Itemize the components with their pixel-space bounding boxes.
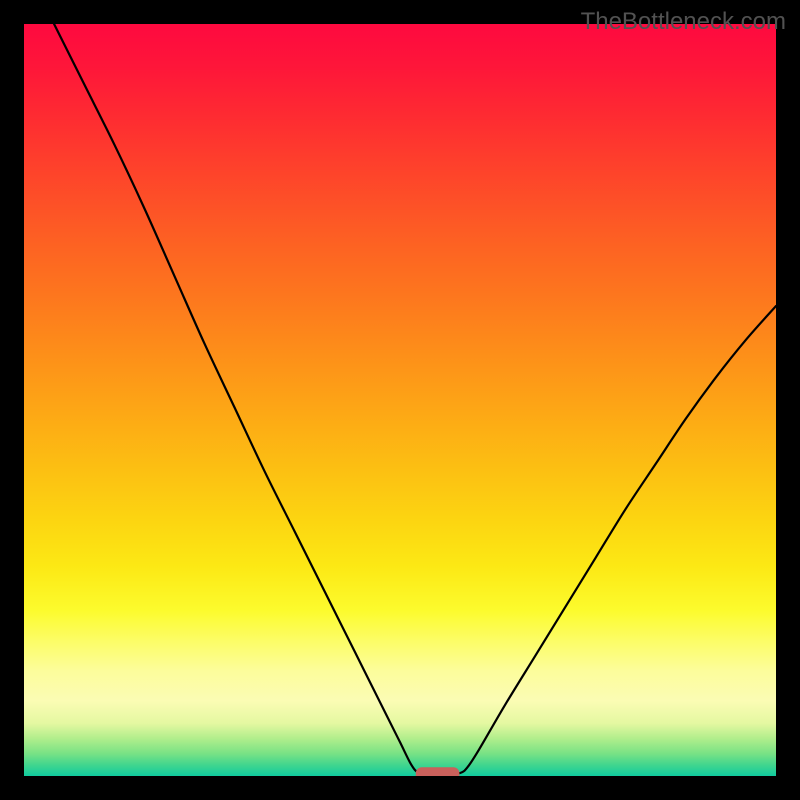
plot-background: [24, 24, 776, 776]
chart-svg: [0, 0, 800, 800]
bottleneck-chart: TheBottleneck.com: [0, 0, 800, 800]
